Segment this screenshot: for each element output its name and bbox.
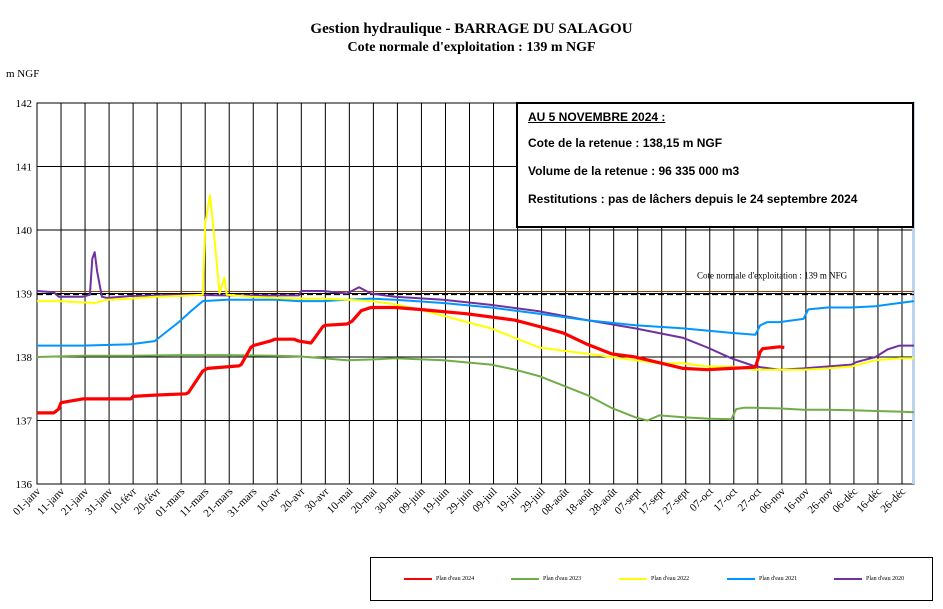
x-tick-label: 20-mai <box>349 486 380 517</box>
chart-subtitle: Cote normale d'exploitation : 139 m NGF <box>347 40 596 55</box>
x-tick-label: 06-déc <box>830 486 860 516</box>
y-axis-label: m NGF <box>6 68 40 80</box>
legend-item-2020: Plan d'eau 2020 <box>834 574 904 584</box>
x-tick-label: 28-août <box>588 486 620 518</box>
y-tick-label: 140 <box>16 225 33 237</box>
legend-swatch <box>511 578 539 580</box>
x-tick-label: 26-nov <box>805 485 836 516</box>
x-tick-label: 10-avr <box>255 485 284 514</box>
legend-item-2023: Plan d'eau 2023 <box>511 574 581 584</box>
legend: Plan d'eau 2024 Plan d'eau 2023 Plan d'eau… <box>370 557 933 601</box>
legend-label: Plan d'eau 2021 <box>759 576 798 582</box>
legend-item-2022: Plan d'eau 2022 <box>619 574 689 584</box>
legend-item-2024: Plan d'eau 2024 <box>404 574 474 584</box>
x-tick-label: 27-sept <box>660 486 691 517</box>
info-box: AU 5 NOVEMBRE 2024 : Cote de la retenue … <box>516 102 914 228</box>
x-tick-label: 17-oct <box>712 486 740 514</box>
legend-item-2021: Plan d'eau 2021 <box>727 574 797 584</box>
legend-swatch <box>404 578 432 580</box>
x-tick-label: 29-juin <box>445 485 476 516</box>
x-tick-label: 09-juil <box>470 486 499 515</box>
legend-label: Plan d'eau 2023 <box>543 576 582 582</box>
y-tick-label: 137 <box>16 416 33 428</box>
x-tick-label: 31-janv <box>83 485 116 518</box>
legend-label: Plan d'eau 2024 <box>436 576 475 582</box>
x-tick-label: 16-nov <box>781 485 812 516</box>
y-tick-label: 142 <box>16 98 33 110</box>
legend-label: Plan d'eau 2020 <box>866 576 905 582</box>
info-volume: Volume de la retenue : 96 335 000 m3 <box>528 164 740 178</box>
x-tick-label: 07-oct <box>688 486 716 514</box>
y-tick-label: 136 <box>16 479 33 491</box>
info-restitutions: Restitutions : pas de lâchers depuis le … <box>528 192 858 206</box>
y-tick-label: 139 <box>16 289 33 301</box>
x-tick-label: 10-mai <box>325 486 356 517</box>
legend-swatch <box>619 578 647 580</box>
x-tick-label: 26-déc <box>878 486 908 516</box>
x-tick-label: 16-déc <box>854 486 884 516</box>
plot-edge <box>912 103 915 484</box>
info-cote: Cote de la retenue : 138,15 m NGF <box>528 136 723 150</box>
info-date: AU 5 NOVEMBRE 2024 : <box>528 110 666 124</box>
series-line-2021 <box>37 297 915 347</box>
y-tick-label: 138 <box>16 352 33 364</box>
y-tick-label: 141 <box>16 162 33 174</box>
x-tick-label: 20-avr <box>279 485 308 514</box>
series-line-2023 <box>36 354 915 422</box>
legend-label: Plan d'eau 2022 <box>651 576 690 582</box>
x-tick-label: 19-juil <box>494 486 523 515</box>
legend-swatch <box>727 578 755 580</box>
series-line-2020 <box>36 251 914 371</box>
chart-title: Gestion hydraulique - BARRAGE DU SALAGOU <box>310 21 633 37</box>
reference-line-label: Cote normale d'exploitation : 139 m NFG <box>697 271 848 281</box>
x-tick-label: 06-nov <box>757 485 788 516</box>
legend-swatch <box>834 578 862 580</box>
series-line-2024 <box>37 305 785 415</box>
